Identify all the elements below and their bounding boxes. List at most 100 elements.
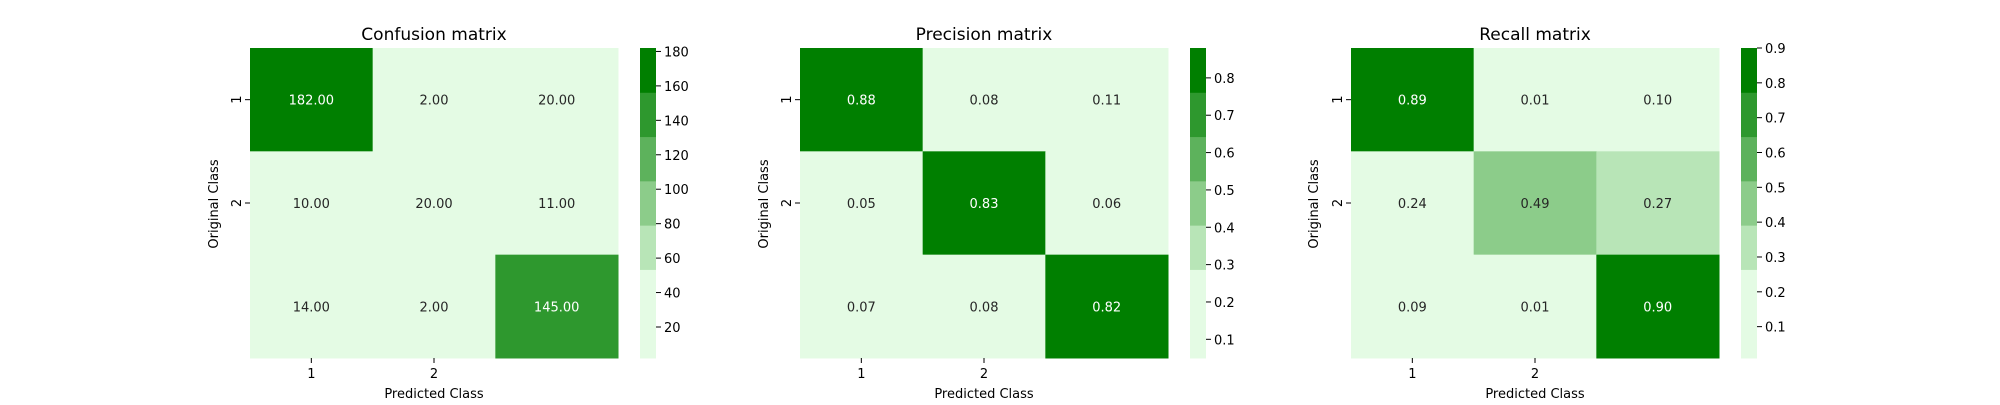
heatmap-cell bbox=[800, 48, 924, 152]
heatmap-cells: 0.89 0.01 0.10 0.24 0.49 0.27 0.09 0.01 0.90 bbox=[1351, 48, 1720, 359]
colorbar-band bbox=[1741, 269, 1757, 315]
colorbar-tick-label: 0.2 bbox=[1214, 296, 1235, 311]
colorbar-band bbox=[1741, 48, 1757, 93]
x-tick-label: 1 bbox=[1408, 367, 1416, 382]
colorbar-tick-label: 0.4 bbox=[1214, 221, 1235, 236]
heatmap-cell bbox=[1596, 48, 1720, 152]
colorbar-tick-label: 160 bbox=[664, 80, 689, 95]
heatmap-cell bbox=[922, 254, 1046, 359]
cell-value-label: 0.82 bbox=[1092, 300, 1121, 315]
precision-matrix-panel: Precision matrix 0.88 0.08 0.110.05 0.83 0.0… bbox=[757, 25, 1235, 402]
cell-value-label: 0.89 bbox=[1398, 94, 1427, 109]
panel-title: Recall matrix bbox=[1479, 25, 1591, 45]
y-ticks: 12 bbox=[780, 96, 800, 207]
colorbar-band bbox=[1741, 136, 1757, 182]
colorbar: 0.1 0.2 0.3 0.4 0.5 0.6 0.7 0.8 bbox=[1190, 48, 1235, 359]
y-ticks: 12 bbox=[230, 96, 250, 207]
y-axis-label: Original Class bbox=[207, 159, 222, 248]
y-tick-label: 1 bbox=[1331, 96, 1346, 104]
colorbar-band bbox=[1741, 180, 1757, 226]
heatmap-cell bbox=[372, 48, 496, 152]
cell-value-label: 20.00 bbox=[538, 94, 575, 109]
heatmap-cell bbox=[1045, 48, 1169, 152]
cell-value-label: 0.10 bbox=[1643, 94, 1672, 109]
colorbar-band bbox=[1190, 313, 1206, 359]
cell-value-label: 0.11 bbox=[1092, 94, 1121, 109]
colorbar-tick-label: 0.1 bbox=[1214, 333, 1235, 348]
colorbar-band bbox=[1741, 92, 1757, 138]
cell-value-label: 0.07 bbox=[847, 300, 876, 315]
cell-value-label: 0.01 bbox=[1521, 300, 1550, 315]
colorbar-band bbox=[1741, 225, 1757, 270]
colorbar-band bbox=[640, 313, 656, 359]
heatmap-cell bbox=[1351, 254, 1475, 359]
heatmap-cell bbox=[1473, 48, 1597, 152]
colorbar: 20 40 60 80 100 120 140 160 180 bbox=[640, 45, 689, 359]
colorbar-tick-label: 60 bbox=[664, 252, 681, 267]
x-tick-label: 1 bbox=[307, 367, 315, 382]
heatmap-cell bbox=[922, 48, 1046, 152]
colorbar-tick-label: 0.5 bbox=[1765, 181, 1786, 196]
cell-value-label: 0.83 bbox=[970, 197, 999, 212]
colorbar-band bbox=[1190, 269, 1206, 315]
colorbar-band bbox=[640, 225, 656, 270]
y-tick-label: 2 bbox=[780, 199, 795, 207]
x-axis-label: Predicted Class bbox=[1485, 387, 1585, 400]
cell-value-label: 145.00 bbox=[534, 300, 580, 315]
colorbar-band bbox=[1190, 92, 1206, 138]
colorbar-band bbox=[640, 180, 656, 226]
colorbar-tick-label: 0.6 bbox=[1765, 146, 1786, 161]
heatmap-cell bbox=[250, 48, 374, 152]
cell-value-label: 0.08 bbox=[970, 300, 999, 315]
colorbar-tick-label: 0.1 bbox=[1765, 321, 1786, 336]
y-tick-label: 1 bbox=[780, 96, 795, 104]
heatmap-cell bbox=[1473, 254, 1597, 359]
colorbar-band bbox=[640, 92, 656, 138]
x-tick-label: 2 bbox=[430, 367, 438, 382]
colorbar-tick-label: 40 bbox=[664, 287, 681, 302]
x-axis-label: Predicted Class bbox=[934, 387, 1034, 400]
panel-title: Confusion matrix bbox=[361, 25, 506, 45]
y-tick-label: 2 bbox=[1331, 199, 1346, 207]
cell-value-label: 0.08 bbox=[970, 94, 999, 109]
colorbar-tick-label: 100 bbox=[664, 183, 689, 198]
cell-value-label: 0.90 bbox=[1643, 300, 1672, 315]
cell-value-label: 0.49 bbox=[1521, 197, 1550, 212]
cell-value-label: 2.00 bbox=[420, 94, 449, 109]
cell-value-label: 10.00 bbox=[293, 197, 330, 212]
cell-value-label: 182.00 bbox=[289, 94, 335, 109]
heatmap-cells: 0.88 0.08 0.11 0.05 0.83 0.06 0.07 0.08 0.82 bbox=[800, 48, 1169, 359]
x-tick-label: 2 bbox=[1531, 367, 1539, 382]
colorbar-band bbox=[1190, 48, 1206, 93]
colorbar-tick-label: 140 bbox=[664, 114, 689, 129]
confusion-matrix-panel: Confusion matrix 182.00 2.00 20.00 10.00 20.… bbox=[207, 25, 689, 402]
heatmap-cell bbox=[800, 151, 924, 256]
panel-title: Precision matrix bbox=[916, 25, 1053, 45]
y-tick-label: 1 bbox=[230, 96, 245, 104]
cell-value-label: 11.00 bbox=[538, 197, 575, 212]
heatmap-cell bbox=[1596, 151, 1720, 256]
cell-value-label: 0.05 bbox=[847, 197, 876, 212]
colorbar-tick-label: 0.8 bbox=[1214, 72, 1235, 87]
x-tick-label: 1 bbox=[857, 367, 865, 382]
heatmap-cell bbox=[1351, 151, 1475, 256]
colorbar-tick-label: 0.6 bbox=[1214, 147, 1235, 162]
colorbar-band bbox=[1190, 225, 1206, 270]
cell-value-label: 0.06 bbox=[1092, 197, 1121, 212]
colorbar-tick-label: 0.2 bbox=[1765, 286, 1786, 301]
colorbar-band bbox=[640, 269, 656, 315]
heatmap-cell bbox=[495, 151, 619, 256]
colorbar-tick-label: 0.3 bbox=[1765, 251, 1786, 266]
cell-value-label: 2.00 bbox=[420, 300, 449, 315]
x-axis-label: Predicted Class bbox=[384, 387, 484, 400]
heatmap-cell bbox=[800, 254, 924, 359]
cell-value-label: 0.09 bbox=[1398, 300, 1427, 315]
x-tick-label: 2 bbox=[980, 367, 988, 382]
colorbar-tick-label: 20 bbox=[664, 321, 681, 336]
colorbar-tick-label: 0.7 bbox=[1765, 112, 1786, 127]
cell-value-label: 0.01 bbox=[1521, 94, 1550, 109]
colorbar-band bbox=[1190, 180, 1206, 226]
